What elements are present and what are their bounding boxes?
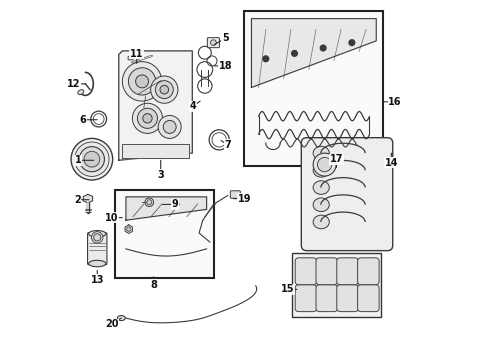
Ellipse shape — [313, 181, 329, 194]
Circle shape — [318, 157, 332, 172]
Polygon shape — [126, 197, 207, 220]
Ellipse shape — [313, 198, 329, 212]
Ellipse shape — [313, 163, 329, 177]
Polygon shape — [251, 19, 376, 87]
Text: 11: 11 — [130, 49, 144, 63]
FancyBboxPatch shape — [358, 285, 379, 312]
Ellipse shape — [89, 230, 106, 237]
Text: 8: 8 — [150, 277, 157, 290]
Bar — [115, 190, 214, 278]
Text: 5: 5 — [215, 33, 229, 44]
Circle shape — [151, 76, 178, 103]
FancyBboxPatch shape — [88, 233, 107, 265]
Circle shape — [158, 116, 181, 138]
FancyBboxPatch shape — [128, 56, 133, 60]
Circle shape — [74, 142, 109, 176]
Text: 13: 13 — [91, 270, 104, 285]
Circle shape — [94, 234, 101, 241]
Text: 10: 10 — [105, 213, 122, 222]
Text: 15: 15 — [281, 284, 297, 294]
Ellipse shape — [78, 90, 84, 95]
Circle shape — [145, 198, 153, 207]
Circle shape — [132, 103, 163, 134]
FancyBboxPatch shape — [358, 258, 379, 285]
Text: 2: 2 — [74, 195, 89, 205]
Circle shape — [349, 40, 355, 45]
FancyBboxPatch shape — [230, 191, 240, 198]
Circle shape — [92, 231, 103, 243]
Text: 14: 14 — [385, 153, 398, 168]
Text: 3: 3 — [157, 160, 164, 180]
Text: 9: 9 — [163, 199, 178, 210]
Circle shape — [128, 68, 156, 95]
Ellipse shape — [117, 316, 125, 320]
FancyBboxPatch shape — [207, 38, 220, 48]
Circle shape — [137, 108, 157, 129]
FancyBboxPatch shape — [295, 285, 317, 312]
Circle shape — [155, 81, 173, 99]
Circle shape — [320, 45, 326, 51]
Text: 16: 16 — [383, 97, 402, 107]
Text: 19: 19 — [234, 194, 251, 204]
Circle shape — [292, 50, 297, 56]
Bar — [293, 253, 381, 317]
Ellipse shape — [313, 146, 329, 160]
FancyBboxPatch shape — [301, 138, 393, 251]
FancyBboxPatch shape — [316, 258, 338, 285]
Circle shape — [71, 138, 113, 180]
Circle shape — [79, 147, 104, 172]
Polygon shape — [83, 194, 93, 203]
Ellipse shape — [89, 260, 106, 267]
Polygon shape — [125, 225, 132, 233]
Circle shape — [163, 121, 176, 134]
Text: 17: 17 — [330, 154, 343, 167]
Text: 18: 18 — [215, 61, 232, 71]
Text: 1: 1 — [75, 155, 94, 165]
FancyBboxPatch shape — [316, 285, 338, 312]
Circle shape — [147, 200, 152, 205]
Circle shape — [84, 151, 100, 167]
Ellipse shape — [313, 215, 329, 229]
FancyBboxPatch shape — [337, 285, 358, 312]
Circle shape — [160, 85, 169, 94]
Text: 4: 4 — [190, 101, 200, 112]
FancyBboxPatch shape — [295, 258, 317, 285]
Bar — [245, 12, 383, 166]
Circle shape — [126, 227, 131, 231]
FancyBboxPatch shape — [337, 258, 358, 285]
Circle shape — [143, 114, 152, 123]
Text: 7: 7 — [221, 140, 231, 150]
Circle shape — [313, 153, 336, 176]
Circle shape — [122, 62, 162, 101]
Circle shape — [263, 56, 269, 62]
Text: 20: 20 — [105, 318, 122, 329]
Circle shape — [136, 75, 148, 88]
Text: 12: 12 — [67, 79, 85, 89]
Polygon shape — [122, 144, 189, 158]
Text: 6: 6 — [79, 115, 97, 125]
Polygon shape — [119, 51, 192, 160]
Circle shape — [211, 40, 216, 45]
